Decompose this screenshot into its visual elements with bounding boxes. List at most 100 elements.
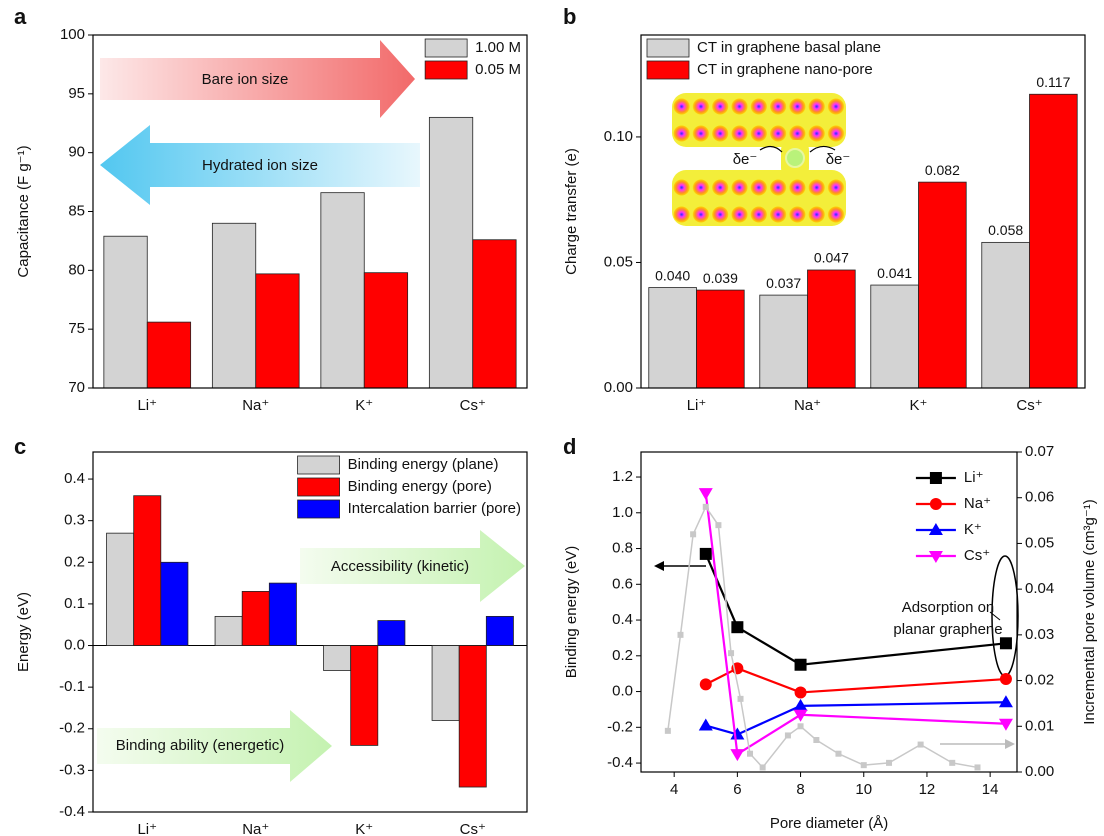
legend-label: 1.00 M (475, 39, 521, 56)
y-tick-label: 90 (68, 144, 85, 161)
marker (731, 621, 744, 634)
plot-frame (640, 34, 1086, 389)
marker (929, 472, 942, 484)
y2-tick-label: 0.00 (1025, 763, 1054, 780)
panel-label: c (14, 434, 26, 459)
marker (664, 727, 671, 734)
legend: Binding energy (plane) Binding energy (po… (297, 455, 521, 519)
y2-tick-label: 0.04 (1025, 580, 1054, 597)
marker (677, 631, 684, 638)
inset-structure (672, 93, 846, 226)
bar (807, 269, 856, 389)
legend-label: CT in graphene basal plane (697, 39, 881, 56)
bar (160, 561, 189, 646)
bar (103, 235, 148, 389)
bar (918, 181, 967, 389)
pointer-arrows (654, 555, 1019, 749)
legend-label: Binding energy (pore) (348, 478, 492, 495)
bar (268, 582, 297, 646)
x-tick-label: K⁺ (355, 821, 373, 836)
series-line (704, 492, 1006, 756)
x-tick-label: 4 (670, 781, 678, 798)
value-label: 0.058 (988, 222, 1023, 238)
marker (860, 762, 867, 769)
legend-label: CT in graphene nano-pore (697, 61, 873, 78)
marker (998, 695, 1013, 708)
y-tick-label: 95 (68, 85, 85, 102)
marker (928, 523, 943, 535)
marker (813, 737, 820, 743)
x-axis-title: Pore diameter (Å) (770, 815, 888, 832)
annotation: Binding ability (energetic) (116, 737, 284, 754)
marker (702, 503, 709, 510)
x-tick-label: Li⁺ (687, 397, 707, 414)
legend-swatch (297, 477, 340, 497)
marker (698, 718, 713, 731)
bar (133, 495, 162, 646)
y-tick-label: 0.0 (612, 683, 633, 700)
legend: CT in graphene basal plane CT in graphene… (646, 38, 881, 80)
bar (472, 239, 517, 389)
x-tick-label: Li⁺ (137, 397, 157, 414)
legend-label: Na⁺ (964, 495, 991, 512)
legend-swatch (646, 60, 690, 80)
marker (999, 637, 1012, 650)
bar (485, 615, 514, 646)
value-label: 0.082 (925, 162, 960, 178)
x-tick-label: K⁺ (910, 397, 928, 414)
y-tick-label: -0.1 (59, 678, 85, 695)
value-label: 0.117 (1036, 74, 1070, 90)
y-tick-label: 0.4 (64, 470, 85, 487)
marker (797, 723, 804, 730)
y-tick-label: 1.0 (612, 504, 633, 521)
x-tick-label: Cs⁺ (1016, 397, 1042, 414)
panel-label: b (563, 4, 576, 29)
y-tick-label: 0.00 (604, 379, 633, 396)
legend-swatch (424, 38, 468, 58)
legend-swatch (297, 455, 340, 475)
y-axis-title: Charge transfer (e) (563, 148, 580, 275)
legend-label: 0.05 M (475, 61, 521, 78)
bar (241, 591, 270, 646)
legend-swatch (297, 499, 340, 519)
bar (377, 620, 406, 646)
y-tick-label: 0.2 (64, 553, 85, 570)
marker (928, 551, 943, 563)
x-tick-label: 12 (919, 781, 936, 798)
marker (730, 749, 745, 762)
bar (428, 116, 474, 389)
y2-tick-label: 0.05 (1025, 534, 1054, 551)
legend: 1.00 M 0.05 M (424, 38, 521, 80)
legend-label: Cs⁺ (964, 547, 990, 564)
marker (929, 498, 942, 510)
plot-frame (92, 34, 528, 389)
arrow (300, 530, 525, 602)
marker (715, 522, 722, 529)
y-tick-label: 85 (68, 202, 85, 219)
value-label: 0.041 (877, 265, 912, 281)
legend-label: Binding energy (plane) (348, 456, 499, 473)
marker (793, 698, 808, 711)
marker (730, 727, 745, 740)
marker (747, 750, 754, 757)
x-tick-label: 6 (733, 781, 741, 798)
plot-frame (92, 451, 528, 813)
y-tick-label: -0.2 (59, 720, 85, 737)
bar (981, 241, 1030, 389)
legend-swatch (646, 38, 690, 58)
marker (699, 678, 712, 691)
bar (214, 615, 243, 646)
marker (835, 750, 842, 757)
x-tick-label: Na⁺ (242, 821, 269, 836)
bar (211, 222, 257, 389)
y-axis-title: Energy (eV) (15, 592, 32, 672)
y-tick-label: 0.0 (64, 636, 85, 653)
y2-axis-title: Incremental pore volume (cm³g⁻¹) (1081, 499, 1098, 724)
marker (974, 764, 981, 771)
bar (759, 294, 808, 389)
y-tick-label: -0.2 (607, 718, 633, 735)
bar (648, 287, 697, 389)
y2-tick-label: 0.03 (1025, 626, 1054, 643)
y-tick-label: 80 (68, 261, 85, 278)
y-tick-label: 100 (60, 26, 85, 43)
